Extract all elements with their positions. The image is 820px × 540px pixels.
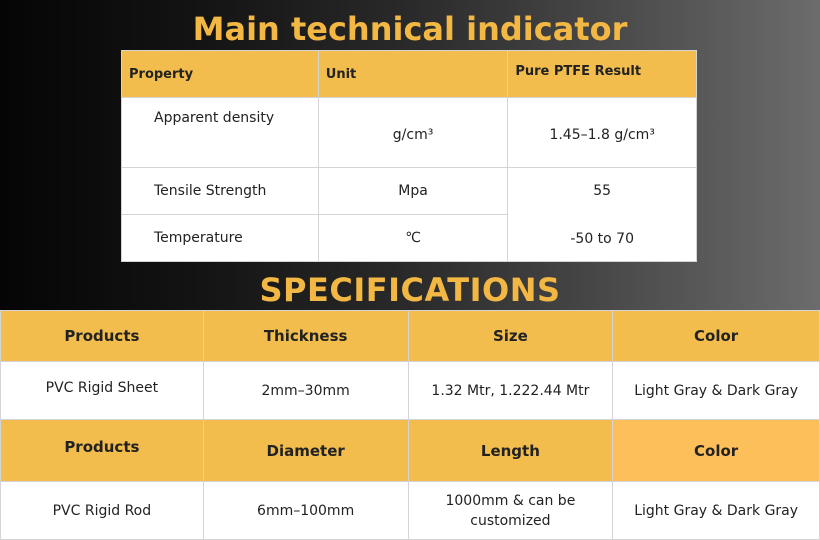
unit-cell: Mpa <box>317 167 509 215</box>
color-cell: Light Gray & Dark Gray <box>612 361 820 420</box>
rod-row: PVC Rigid Rod 6mm–100mm 1000mm & can be … <box>0 481 820 540</box>
length-cell: 1000mm & can be customized <box>407 481 614 540</box>
header-property: Property <box>121 50 319 98</box>
rod-header-row: Products Diameter Length Color <box>0 419 820 482</box>
main-technical-title: Main technical indicator <box>192 10 628 48</box>
sheet-header-row: Products Thickness Size Color <box>0 310 820 362</box>
property-cell: Tensile Strength <box>121 167 319 215</box>
technical-row: Tensile Strength Mpa 55 <box>121 167 697 215</box>
property-cell: Apparent density <box>121 97 319 168</box>
header-unit: Unit <box>317 50 509 98</box>
technical-indicator-table: Property Unit Pure PTFE Result Apparent … <box>121 50 697 262</box>
header-products: Products <box>0 419 204 482</box>
header-thickness: Thickness <box>202 310 409 362</box>
result-cell: -50 to 70 <box>507 214 697 262</box>
header-diameter: Diameter <box>202 419 409 482</box>
product-cell: PVC Rigid Sheet <box>0 361 204 420</box>
result-cell: 55 <box>507 167 697 215</box>
product-cell: PVC Rigid Rod <box>0 481 204 540</box>
header-size: Size <box>407 310 614 362</box>
technical-header-row: Property Unit Pure PTFE Result <box>121 50 697 98</box>
header-result: Pure PTFE Result <box>507 50 697 98</box>
color-cell: Light Gray & Dark Gray <box>612 481 820 540</box>
property-cell: Temperature <box>121 214 319 262</box>
technical-row: Apparent density g/cm³ 1.45–1.8 g/cm³ <box>121 97 697 168</box>
diameter-cell: 6mm–100mm <box>202 481 409 540</box>
header-products: Products <box>0 310 204 362</box>
result-cell: 1.45–1.8 g/cm³ <box>507 97 697 168</box>
header-color: Color <box>612 419 820 482</box>
thickness-cell: 2mm–30mm <box>202 361 409 420</box>
sheet-row: PVC Rigid Sheet 2mm–30mm 1.32 Mtr, 1.222… <box>0 361 820 420</box>
unit-cell: ℃ <box>317 214 509 262</box>
technical-row: Temperature ℃ -50 to 70 <box>121 214 697 262</box>
specifications-title: SPECIFICATIONS <box>259 271 561 309</box>
size-cell: 1.32 Mtr, 1.222.44 Mtr <box>407 361 614 420</box>
header-color: Color <box>612 310 820 362</box>
specifications-table: Products Thickness Size Color PVC Rigid … <box>0 310 820 540</box>
header-length: Length <box>407 419 614 482</box>
unit-cell: g/cm³ <box>317 97 509 168</box>
